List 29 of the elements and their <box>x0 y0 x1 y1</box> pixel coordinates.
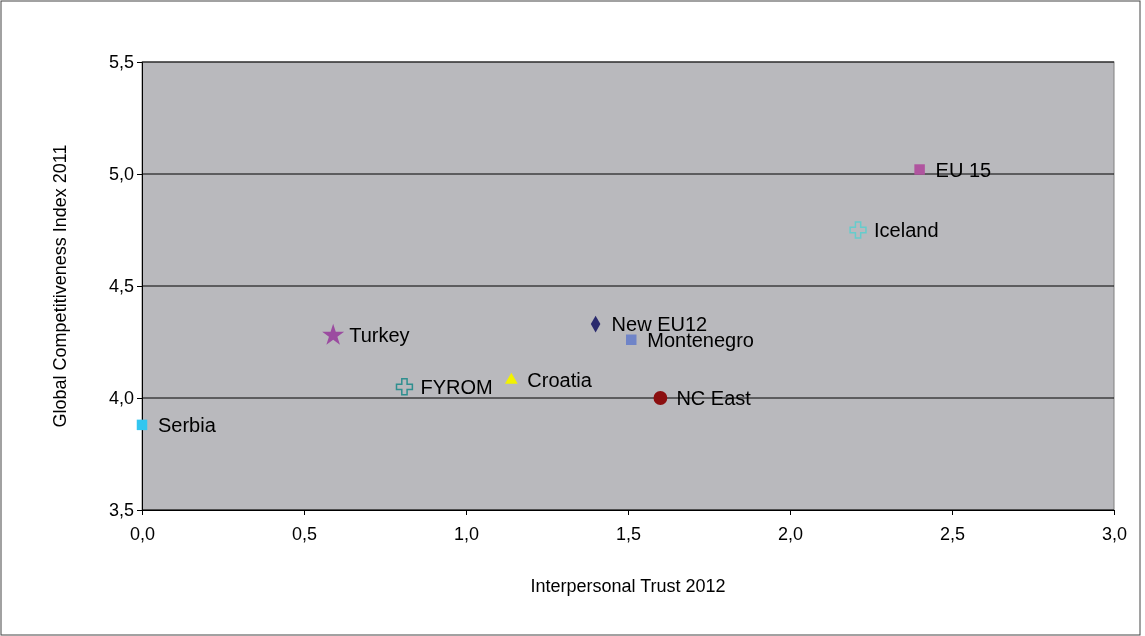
point <box>653 391 668 405</box>
point <box>505 372 518 384</box>
x-tick-label: 0,5 <box>291 523 318 544</box>
x-tick-label: 0,0 <box>129 523 156 544</box>
point <box>914 164 925 175</box>
series-label: NC East <box>676 387 752 409</box>
x-tick-label: 2,0 <box>777 523 804 544</box>
series-label: Serbia <box>158 413 217 436</box>
x-tick-label: 3,0 <box>1101 523 1128 544</box>
x-tick-label: 1,5 <box>615 523 642 544</box>
point <box>849 221 867 239</box>
point <box>395 378 414 396</box>
x-axis-title: Interpersonal Trust 2012 <box>530 576 726 596</box>
series-label: EU 15 <box>935 158 992 181</box>
series-label: FYROM <box>420 375 493 398</box>
y-tick-label: 5,5 <box>108 52 134 73</box>
y-tick-label: 5,0 <box>108 164 134 185</box>
x-tick-label: 1,0 <box>453 523 480 544</box>
y-tick-label: 4,5 <box>108 276 134 297</box>
point <box>136 419 148 431</box>
x-tick-label: 2,5 <box>939 523 966 544</box>
point <box>626 334 637 345</box>
point <box>322 323 345 345</box>
y-axis-title: Global Competitiveness Index 2011 <box>50 144 70 428</box>
series-label: Iceland <box>874 219 939 241</box>
series-label: Turkey <box>349 324 410 347</box>
y-tick-label: 4,0 <box>108 388 134 409</box>
y-tick-label: 3,5 <box>108 500 134 521</box>
series-label: Croatia <box>527 369 593 392</box>
